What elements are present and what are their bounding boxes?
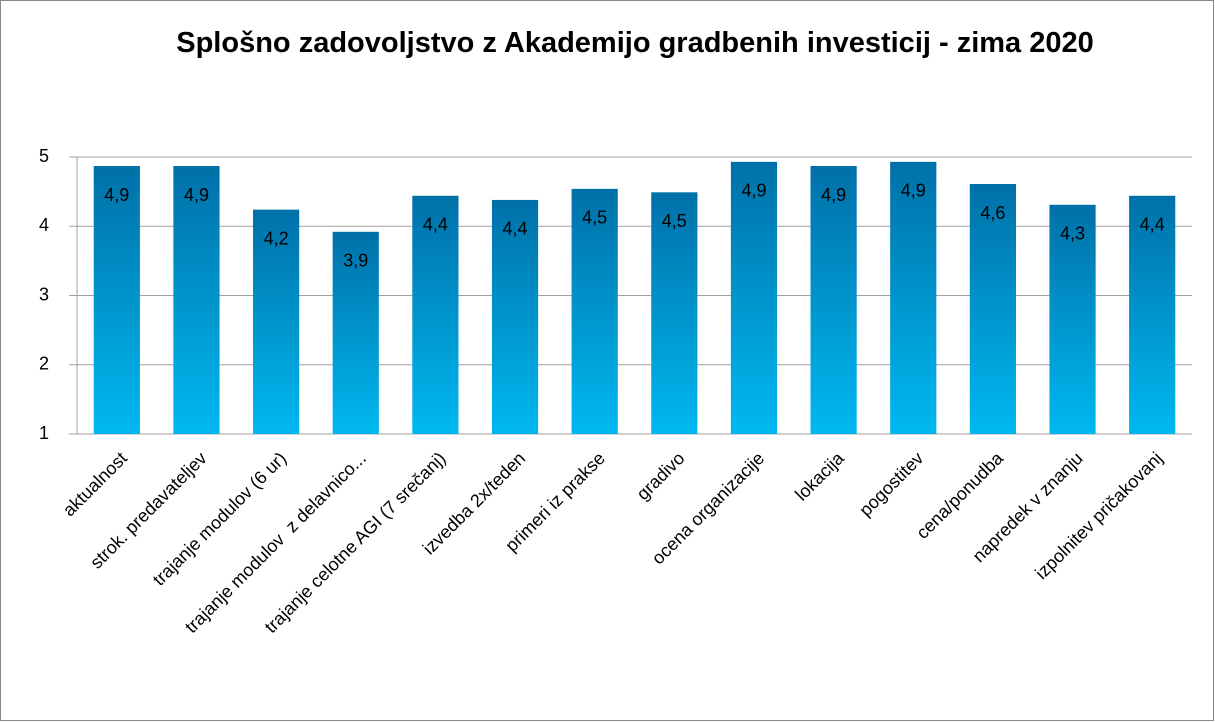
bar bbox=[412, 195, 459, 434]
value-label: 4,5 bbox=[582, 208, 607, 228]
value-label: 4,9 bbox=[901, 181, 926, 201]
value-label: 4,4 bbox=[1140, 215, 1165, 235]
value-label: 4,2 bbox=[264, 228, 289, 248]
bar bbox=[890, 161, 937, 434]
bar bbox=[651, 192, 698, 434]
chart-title: Splošno zadovoljstvo z Akademijo gradben… bbox=[176, 27, 1094, 59]
bar bbox=[491, 199, 539, 434]
value-label: 4,3 bbox=[1060, 224, 1085, 244]
y-tick-label: 5 bbox=[39, 146, 49, 166]
bar bbox=[173, 166, 220, 434]
value-label: 4,9 bbox=[184, 185, 209, 205]
bar bbox=[332, 231, 379, 434]
bar bbox=[93, 166, 140, 434]
value-label: 4,9 bbox=[741, 181, 766, 201]
value-label: 4,6 bbox=[980, 203, 1005, 223]
bar bbox=[1049, 204, 1096, 434]
bar bbox=[253, 209, 300, 434]
y-tick-label: 3 bbox=[39, 284, 49, 304]
y-tick-label: 4 bbox=[39, 215, 49, 235]
bar bbox=[969, 184, 1016, 434]
value-label: 4,5 bbox=[662, 211, 687, 231]
value-label: 4,9 bbox=[104, 185, 129, 205]
y-tick-label: 2 bbox=[39, 354, 49, 374]
value-label: 4,4 bbox=[503, 219, 528, 239]
bar bbox=[810, 166, 857, 434]
value-label: 4,9 bbox=[821, 185, 846, 205]
bar bbox=[730, 161, 778, 434]
bar bbox=[1129, 195, 1176, 434]
y-tick-label: 1 bbox=[39, 423, 49, 443]
value-label: 4,4 bbox=[423, 215, 448, 235]
value-label: 3,9 bbox=[343, 251, 368, 271]
bar bbox=[571, 188, 618, 434]
